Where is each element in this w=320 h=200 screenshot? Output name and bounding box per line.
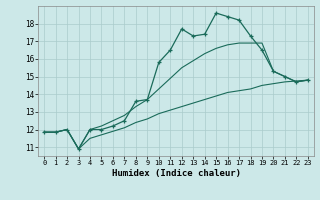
X-axis label: Humidex (Indice chaleur): Humidex (Indice chaleur) [111, 169, 241, 178]
